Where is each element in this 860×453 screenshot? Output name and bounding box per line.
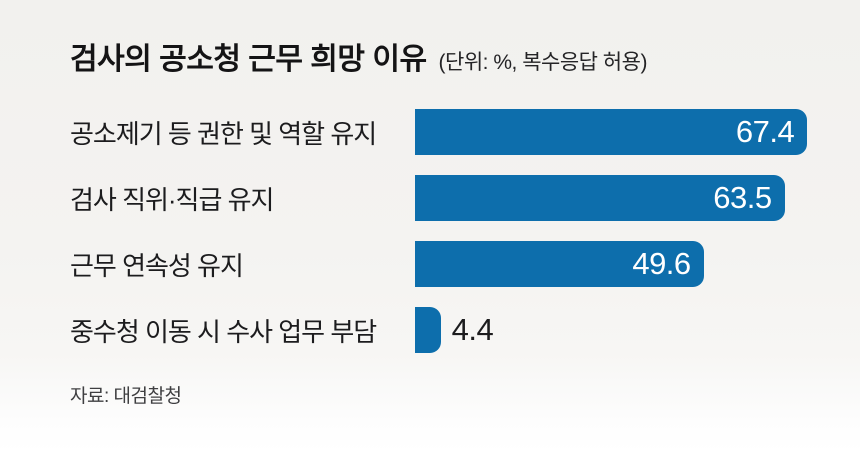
bar: 67.4 xyxy=(415,109,808,155)
bar xyxy=(415,307,441,353)
bar-value-inside: 67.4 xyxy=(735,114,795,149)
bar-row: 근무 연속성 유지 49.6 xyxy=(70,241,860,287)
bar-value-inside: 63.5 xyxy=(713,180,772,215)
bar-row: 검사 직위·직급 유지 63.5 xyxy=(70,175,860,221)
bar-label: 중수청 이동 시 수사 업무 부담 xyxy=(70,316,377,347)
bar-chart: 공소제기 등 권한 및 역할 유지 67.4 검사 직위·직급 유지 63.5 … xyxy=(70,109,860,353)
bar: 63.5 xyxy=(415,175,785,221)
bar-label: 근무 연속성 유지 xyxy=(70,250,244,281)
chart-title-row: 검사의 공소청 근무 희망 이유 (단위: %, 복수응답 허용) xyxy=(70,34,647,78)
chart-unit-note: (단위: %, 복수응답 허용) xyxy=(438,51,648,74)
bar: 49.6 xyxy=(415,241,704,287)
bar-value-outside: 4.4 xyxy=(451,312,494,347)
bar-label: 공소제기 등 권한 및 역할 유지 xyxy=(70,118,377,149)
bar-row: 공소제기 등 권한 및 역할 유지 67.4 xyxy=(70,109,860,155)
source-note: 자료: 대검찰청 xyxy=(70,386,182,407)
chart-title: 검사의 공소청 근무 희망 이유 xyxy=(70,43,427,76)
bar-value-inside: 49.6 xyxy=(632,246,691,281)
bar-row: 중수청 이동 시 수사 업무 부담 4.4 xyxy=(70,307,860,353)
bar-label: 검사 직위·직급 유지 xyxy=(70,184,274,215)
